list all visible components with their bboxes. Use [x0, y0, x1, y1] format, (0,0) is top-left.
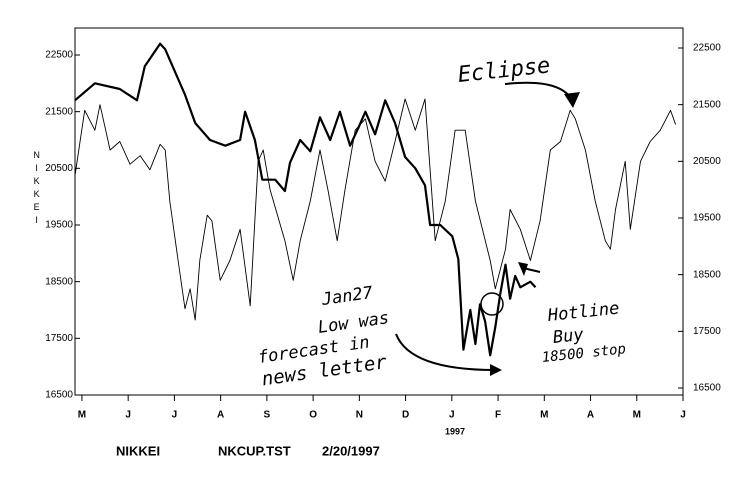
x-tick-label: J [172, 410, 178, 421]
y-axis-label: NIKKEI [32, 150, 42, 228]
x-tick-label: J [449, 410, 455, 421]
annotation-arrow [395, 333, 496, 371]
x-tick-label: O [309, 410, 317, 421]
annotation: Buy [552, 325, 585, 348]
annotation-arrow [504, 81, 573, 101]
y-tick-label: 21500 [45, 106, 73, 117]
x-tick-label: D [402, 410, 409, 421]
y-tick-label: 22500 [45, 50, 73, 61]
y-tick-label: 16500 [45, 390, 73, 401]
y-tick-label: 20500 [45, 163, 73, 174]
arrow-head [490, 364, 502, 376]
y2-tick-label: 18500 [693, 269, 721, 280]
y2-tick-label: 19500 [693, 213, 721, 224]
y2-tick-label: 16500 [693, 383, 721, 394]
series-line [74, 98, 677, 321]
y2-tick-label: 20500 [693, 156, 721, 167]
year-label: 1997 [445, 426, 465, 436]
x-tick-label: M [78, 410, 86, 421]
footer-text: 2/20/1997 [322, 443, 380, 458]
x-tick-label: A [587, 410, 594, 421]
annotation: Jan27 [320, 283, 375, 310]
annotation: Hotline [546, 299, 620, 326]
footer-text: NIKKEI [116, 443, 160, 458]
x-tick-label: S [264, 410, 271, 421]
plot-frame [74, 27, 684, 396]
series-line [74, 42, 537, 357]
x-tick-label: N [356, 410, 363, 421]
annotation: Low was [317, 308, 391, 338]
y2-tick-label: 22500 [693, 43, 721, 54]
arrow-head [518, 262, 528, 276]
y2-tick-label: 21500 [693, 99, 721, 110]
x-tick-label: J [680, 410, 686, 421]
x-tick-label: M [633, 410, 641, 421]
x-tick-label: F [495, 410, 501, 421]
x-tick-label: J [125, 410, 131, 421]
x-tick-label: A [217, 410, 224, 421]
y-tick-label: 19500 [45, 220, 73, 231]
arrow-head [564, 92, 580, 108]
y2-tick-label: 17500 [693, 326, 721, 337]
y-tick-label: 17500 [45, 333, 73, 344]
x-tick-label: M [540, 410, 548, 421]
y-tick-label: 18500 [45, 276, 73, 287]
footer-text: NKCUP.TST [218, 443, 291, 458]
